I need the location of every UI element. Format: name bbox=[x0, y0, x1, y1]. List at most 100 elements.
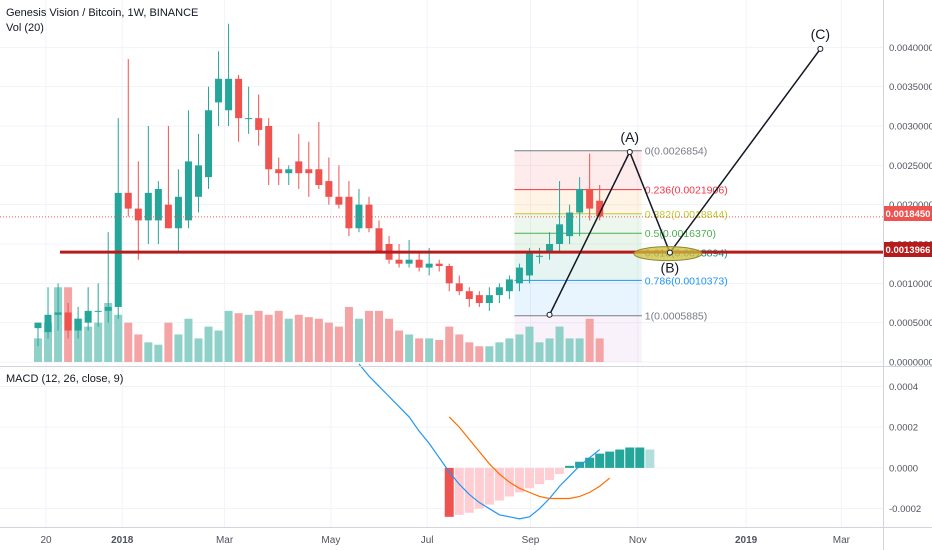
volume-bar bbox=[304, 317, 313, 362]
volume-bar bbox=[184, 318, 193, 362]
volume-bar bbox=[314, 318, 323, 362]
time-tick-label: May bbox=[321, 535, 340, 546]
macd-histogram-bar bbox=[545, 467, 555, 481]
volume-bar bbox=[144, 342, 153, 362]
macd-tick-label: 0.0000 bbox=[889, 463, 918, 474]
macd-histogram-bar bbox=[615, 449, 625, 468]
candle-body bbox=[174, 196, 182, 229]
volume-legend: Vol (20) bbox=[6, 22, 44, 34]
macd-tick-label: -0.0002 bbox=[889, 504, 921, 515]
wave-label: (C) bbox=[811, 26, 830, 42]
price-tick-label: 0.0000000 bbox=[889, 358, 932, 369]
fib-level-label-5: 0.786(0.0010373) bbox=[645, 275, 728, 287]
volume-bar bbox=[274, 310, 283, 362]
volume-bar bbox=[164, 322, 173, 362]
volume-bar bbox=[415, 338, 424, 362]
volume-bar bbox=[124, 322, 133, 362]
candle-body bbox=[94, 310, 102, 312]
volume-bar bbox=[104, 303, 113, 362]
macd-histogram-bar bbox=[585, 457, 595, 468]
candle-body bbox=[184, 161, 192, 221]
wave-point[interactable] bbox=[666, 249, 673, 256]
candle-body bbox=[54, 312, 62, 315]
volume-bar bbox=[495, 342, 504, 362]
candle-body bbox=[74, 318, 82, 331]
candle-body bbox=[104, 306, 112, 311]
candle-body bbox=[114, 192, 122, 307]
support-level-label: 0.0013966 bbox=[886, 245, 931, 256]
macd-histogram-bar bbox=[625, 447, 635, 468]
volume-bar bbox=[264, 314, 273, 362]
volume-bar bbox=[455, 334, 464, 362]
macd-histogram-bar bbox=[595, 453, 605, 468]
wave-path[interactable] bbox=[548, 48, 821, 316]
candle-body bbox=[525, 251, 533, 276]
signal-line bbox=[448, 416, 611, 500]
time-tick-label: Mar bbox=[833, 535, 851, 546]
candle-body bbox=[475, 295, 483, 303]
price-tick-label: 0.0040000 bbox=[889, 43, 932, 54]
support-line[interactable] bbox=[0, 216, 883, 254]
macd-histogram-bar bbox=[524, 467, 534, 489]
macd-histogram-bar bbox=[555, 467, 565, 475]
wave-point[interactable] bbox=[626, 148, 633, 155]
price-tick-label: 0.0020000 bbox=[889, 200, 932, 211]
volume-bar bbox=[344, 306, 353, 362]
candle-body bbox=[245, 118, 253, 120]
macd-histogram-bar bbox=[575, 461, 585, 468]
wave-point[interactable] bbox=[546, 311, 553, 318]
candle-body bbox=[275, 169, 283, 174]
volume-bar bbox=[324, 322, 333, 362]
macd-histogram-bar bbox=[605, 451, 615, 468]
candle-body bbox=[215, 78, 223, 103]
candle-body bbox=[44, 314, 52, 333]
candle-body bbox=[265, 126, 273, 170]
candle-body bbox=[465, 291, 473, 300]
volume-bar bbox=[334, 326, 343, 362]
macd-histogram-bar bbox=[514, 467, 524, 493]
elliott-wave-projection[interactable]: (A) (B) (C) bbox=[546, 26, 830, 318]
time-tick-label: Sep bbox=[522, 535, 540, 546]
candle-body bbox=[124, 192, 132, 209]
macd-tick-label: 0.0004 bbox=[889, 382, 918, 393]
volume-bar bbox=[575, 338, 584, 362]
price-tick-label: 0.0035000 bbox=[889, 82, 932, 93]
macd-legend: MACD (12, 26, close, 9) bbox=[6, 373, 123, 385]
candle-body bbox=[305, 169, 313, 174]
candle-body bbox=[395, 259, 403, 264]
volume-bar bbox=[375, 310, 384, 362]
macd-histogram-bar bbox=[484, 467, 494, 505]
macd-histogram-bar bbox=[535, 467, 544, 485]
volume-bar bbox=[364, 310, 373, 362]
volume-bar bbox=[194, 338, 203, 362]
candle-body bbox=[194, 165, 202, 197]
candle-body bbox=[556, 224, 564, 244]
time-tick-label: 20 bbox=[40, 535, 52, 546]
price-candles bbox=[34, 23, 604, 347]
candle-body bbox=[536, 255, 543, 257]
volume-bar bbox=[174, 334, 183, 362]
macd-pane bbox=[358, 363, 655, 520]
price-tick-label: 0.0025000 bbox=[889, 161, 932, 172]
wave-point[interactable] bbox=[817, 45, 824, 52]
fib-zone-2 bbox=[514, 213, 642, 234]
time-tick-label: 2018 bbox=[111, 535, 134, 546]
volume-bar bbox=[505, 338, 514, 362]
candle-body bbox=[345, 196, 353, 229]
candle-body bbox=[445, 266, 453, 284]
volume-bar bbox=[294, 314, 303, 362]
volume-bar bbox=[475, 346, 484, 362]
candle-body bbox=[225, 78, 233, 111]
time-axis[interactable]: 20 2018 Mar May Jul Sep Nov 2019 Mar bbox=[40, 535, 850, 546]
macd-histogram-bar bbox=[635, 447, 645, 468]
macd-histogram-bar bbox=[444, 467, 454, 517]
volume-bar bbox=[154, 344, 163, 362]
candle-body bbox=[285, 169, 293, 174]
macd-tick-label: 0.0002 bbox=[889, 423, 918, 434]
time-tick-label: Nov bbox=[629, 535, 647, 546]
volume-bar bbox=[244, 314, 253, 362]
candle-body bbox=[566, 212, 574, 237]
candle-body bbox=[295, 161, 303, 174]
candle-body bbox=[435, 263, 443, 267]
